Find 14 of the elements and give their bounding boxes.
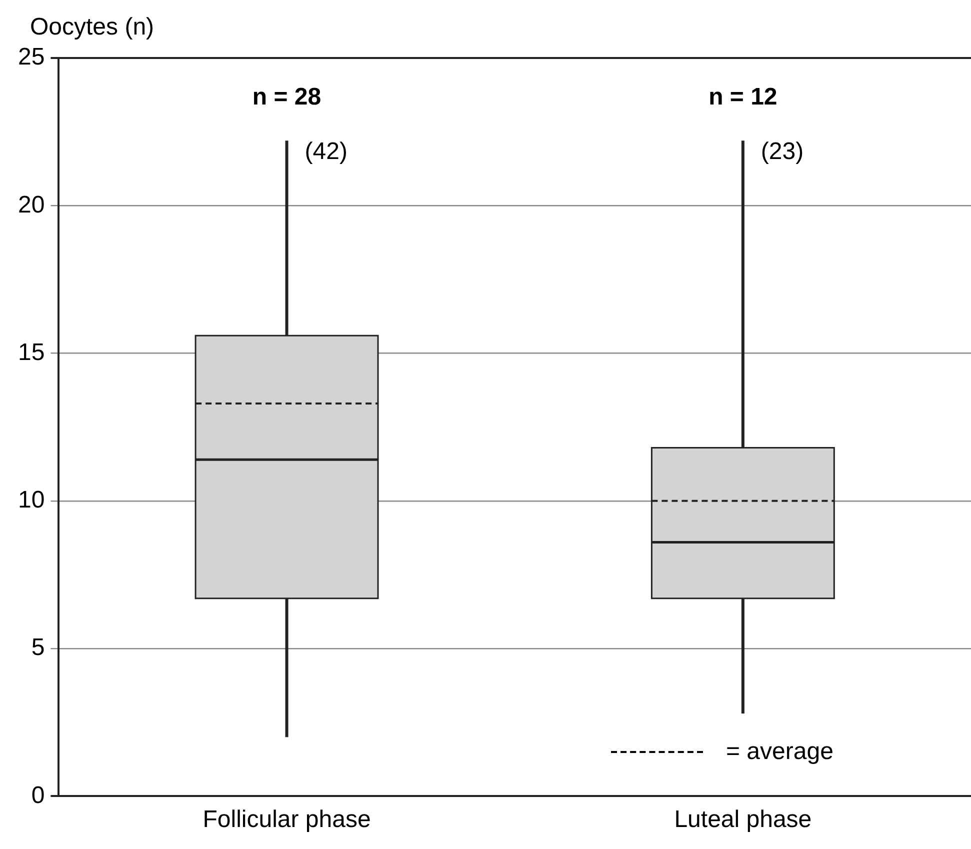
y-tick-label: 10 (18, 486, 45, 514)
annotation: (23) (760, 138, 804, 166)
x-tick-label: Follicular phase (202, 806, 371, 834)
y-axis-title: Oocytes (n) (30, 14, 154, 41)
y-tick-label: 5 (31, 634, 45, 662)
annotation: (42) (304, 138, 348, 166)
annotation: n = 12 (708, 84, 778, 111)
y-tick-label: 15 (18, 338, 45, 366)
x-tick-label: Luteal phase (674, 806, 812, 834)
y-tick-label: 25 (18, 44, 45, 71)
annotation: = average (726, 738, 834, 765)
y-tick-label: 0 (31, 782, 45, 809)
y-tick-label: 20 (18, 191, 45, 218)
annotation: n = 28 (252, 84, 322, 111)
